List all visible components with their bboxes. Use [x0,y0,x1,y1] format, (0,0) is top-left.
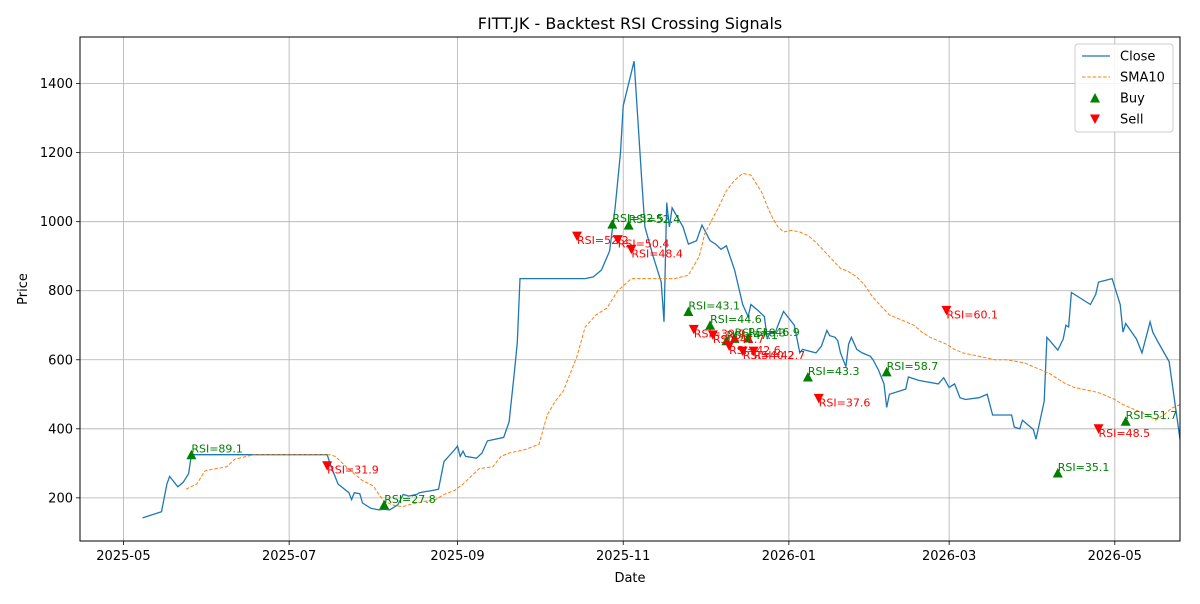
legend-sma10-label: SMA10 [1120,71,1165,86]
sell-annotation: RSI=42.7 [754,349,806,362]
y-axis-label: Price [16,273,31,305]
y-tick-label: 400 [48,422,73,437]
x-tick-label: 2025-05 [96,549,150,564]
y-tick-label: 1400 [40,77,73,92]
x-tick-label: 2025-07 [262,549,316,564]
sell-annotation: RSI=37.6 [819,396,871,409]
sell-annotation: RSI=31.9 [327,464,379,477]
legend-buy-label: Buy [1120,92,1145,107]
x-tick-label: 2025-11 [596,549,650,564]
buy-annotation: RSI=58.7 [887,360,939,373]
y-tick-label: 800 [48,284,73,299]
buy-annotation: RSI=52.4 [629,213,681,226]
x-tick-label: 2025-09 [430,549,484,564]
legend-sell-label: Sell [1120,113,1143,128]
buy-annotation: RSI=35.1 [1058,461,1110,474]
y-tick-label: 1000 [40,215,73,230]
buy-annotation: RSI=43.3 [808,365,860,378]
buy-annotation: RSI=89.1 [191,443,243,456]
x-axis-label: Date [614,571,645,586]
chart-title: FITT.JK - Backtest RSI Crossing Signals [478,14,782,33]
buy-annotation: RSI=43.1 [688,299,740,312]
buy-annotation: RSI=27.8 [384,493,436,506]
x-tick-label: 2026-03 [922,549,976,564]
buy-annotation: RSI=44.6 [710,313,762,326]
x-tick-label: 2026-05 [1088,549,1142,564]
legend-close-label: Close [1120,50,1155,65]
buy-annotation: RSI=51.7 [1126,409,1178,422]
legend: Close SMA10 Buy Sell [1075,44,1173,132]
y-tick-label: 1200 [40,146,73,161]
y-tick-label: 600 [48,353,73,368]
sell-annotation: RSI=48.4 [631,247,683,260]
sell-annotation: RSI=48.5 [1099,427,1151,440]
x-tick-label: 2026-01 [762,549,816,564]
y-tick-label: 200 [48,491,73,506]
sell-annotation: RSI=60.1 [946,308,998,321]
